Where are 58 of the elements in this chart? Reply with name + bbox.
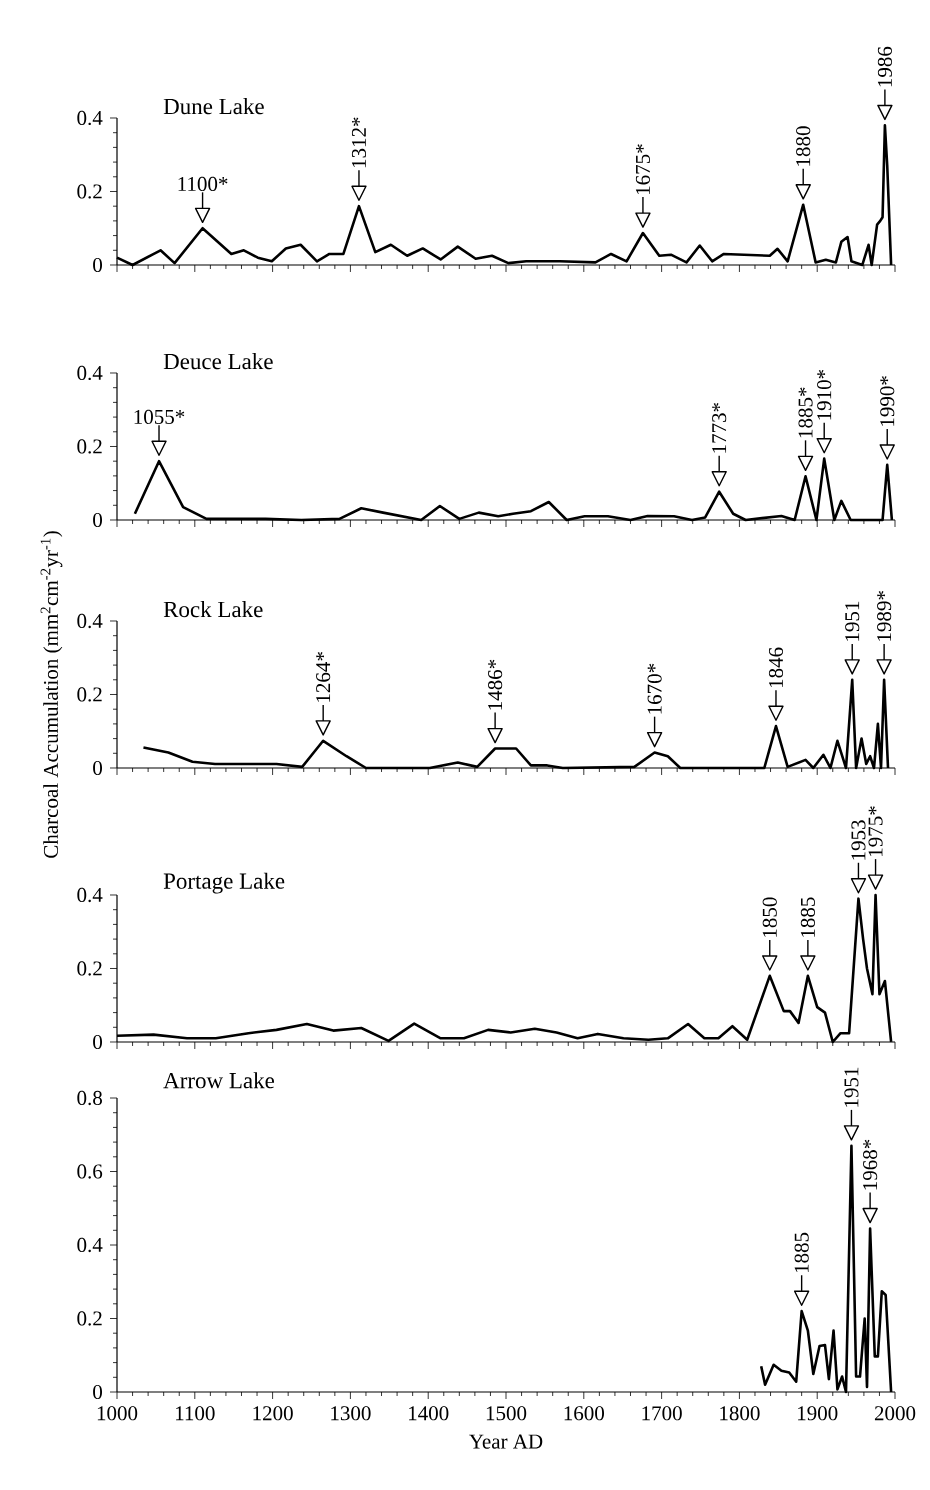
annotation: 1990* bbox=[880, 376, 895, 426]
y-tick-label: 0 bbox=[93, 257, 103, 273]
x-tick-label: 1700 bbox=[642, 1406, 682, 1421]
x-tick-label: 2000 bbox=[874, 1406, 916, 1421]
x-tick-label: 1900 bbox=[798, 1406, 838, 1421]
y-tick-label: 0 bbox=[93, 512, 103, 528]
x-tick-label: 1400 bbox=[409, 1406, 449, 1421]
y-tick-label: 0 bbox=[93, 1034, 103, 1050]
annotation: 1986 bbox=[877, 46, 892, 87]
annotation: 1312* bbox=[351, 117, 367, 168]
annotation: 1975* bbox=[868, 806, 883, 856]
y-tick-label: 0.2 bbox=[77, 184, 102, 199]
annotation: 1885 bbox=[794, 1232, 809, 1273]
y-tick-label: 0.4 bbox=[77, 110, 103, 126]
chart-title: Rock Lake bbox=[163, 601, 263, 618]
annotation: 1773* bbox=[712, 402, 727, 453]
y-tick-label: 0.2 bbox=[77, 439, 102, 454]
annotation: 1675* bbox=[635, 144, 650, 194]
y-tick-label: 0.4 bbox=[77, 613, 103, 629]
annotation: 1055* bbox=[134, 409, 185, 424]
x-tick-label: 1200 bbox=[253, 1406, 293, 1421]
y-tick-label: 0.2 bbox=[77, 961, 102, 976]
y-tick-label: 0.4 bbox=[77, 365, 103, 381]
annotation: 1885* bbox=[798, 387, 813, 438]
x-tick-label: 1500 bbox=[486, 1406, 527, 1421]
annotation: 1989* bbox=[877, 591, 892, 641]
y-tick-label: 0.2 bbox=[77, 1311, 102, 1326]
annotation: 1846 bbox=[768, 647, 784, 688]
y-tick-label: 0.8 bbox=[77, 1090, 103, 1106]
y-tick-label: 0.4 bbox=[77, 887, 103, 903]
annotation: 1264* bbox=[316, 652, 331, 702]
x-tick-label: 1300 bbox=[331, 1406, 371, 1421]
chart-title: Arrow Lake bbox=[163, 1072, 275, 1089]
chart-title: Portage Lake bbox=[163, 872, 285, 894]
annotation: 1670* bbox=[647, 663, 662, 714]
annotation: 1486* bbox=[488, 659, 503, 710]
annotation: 1850 bbox=[762, 897, 777, 937]
x-tick-label: 1100 bbox=[176, 1406, 215, 1421]
annotation: 1951 bbox=[844, 1067, 859, 1107]
x-tick-label: 1000 bbox=[97, 1406, 138, 1421]
annotation: 1880 bbox=[796, 126, 811, 166]
x-tick-label: 1600 bbox=[564, 1406, 605, 1421]
chart-title: Dune Lake bbox=[163, 98, 264, 115]
y-tick-label: 0.6 bbox=[77, 1164, 103, 1179]
annotation: 1910* bbox=[817, 369, 832, 420]
y-tick-label: 0 bbox=[93, 1384, 103, 1400]
chart-title: Deuce Lake bbox=[163, 353, 273, 370]
annotation: 1951 bbox=[845, 601, 860, 641]
y-tick-label: 0.4 bbox=[77, 1237, 103, 1253]
annotation: 1968* bbox=[863, 1139, 878, 1190]
y-tick-label: 0.2 bbox=[77, 687, 102, 702]
x-tick-label: 1800 bbox=[720, 1406, 760, 1421]
y-axis-title: Charcoal Accumulation (mm$^{2}$cm$^{-2}$yr$^{-1}$) bbox=[40, 531, 63, 858]
annotation: 1885 bbox=[800, 897, 815, 937]
y-tick-label: 0 bbox=[93, 760, 103, 776]
x-axis-title: Year AD bbox=[469, 1434, 543, 1449]
annotation: 1100* bbox=[178, 176, 228, 192]
annotation: 1953 bbox=[851, 820, 866, 860]
